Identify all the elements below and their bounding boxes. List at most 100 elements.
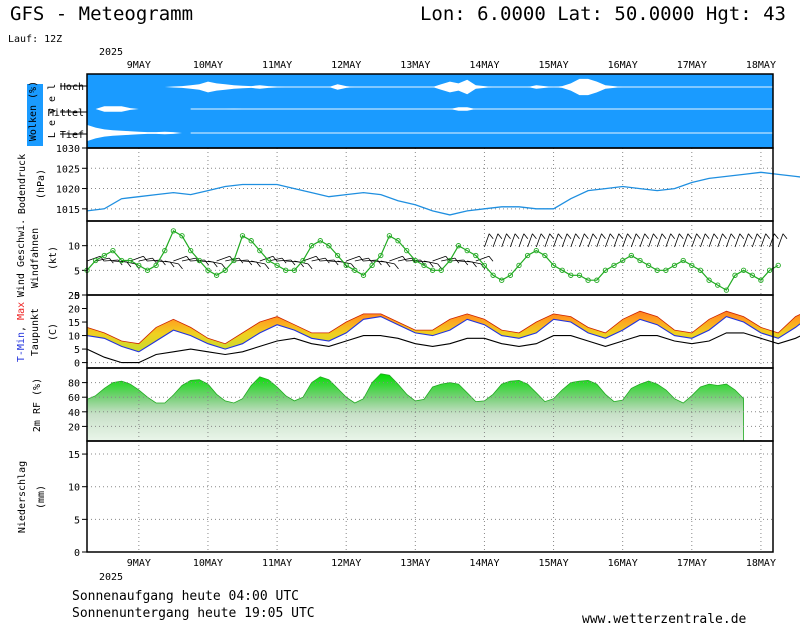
wind-speed-point bbox=[550, 262, 557, 269]
wind-barb bbox=[760, 233, 767, 248]
wind-barb-flag bbox=[566, 233, 572, 240]
day-label-bottom: 11MAY bbox=[262, 558, 292, 569]
wind-barb-flag bbox=[696, 233, 701, 240]
wind-barb-flag bbox=[212, 261, 218, 268]
wind-barb bbox=[682, 233, 689, 248]
wind-barb-flag bbox=[592, 233, 598, 240]
wind-barb-flag bbox=[678, 233, 684, 240]
wind-barb-flag bbox=[264, 263, 270, 270]
wind-barb bbox=[596, 233, 602, 248]
wind-speed-point bbox=[378, 252, 384, 259]
wind-barb-flag bbox=[739, 233, 745, 240]
wind-barb-flag bbox=[186, 255, 191, 262]
wind-barb bbox=[363, 259, 378, 262]
year-bottom: 2025 bbox=[99, 572, 123, 583]
wind-speed-point bbox=[300, 257, 306, 264]
wind-speed-point bbox=[118, 257, 125, 264]
rh-ytick: 20 bbox=[68, 422, 80, 433]
wind-ytick: 5 bbox=[74, 266, 80, 277]
wind-speed-point bbox=[490, 272, 496, 278]
wind-speed-point bbox=[559, 267, 565, 273]
wind-barb bbox=[104, 259, 119, 262]
wind-barb-flag bbox=[765, 233, 771, 240]
wind-barb bbox=[717, 233, 723, 248]
wind-barb-flag bbox=[394, 263, 399, 270]
cloud-level-hoch: Hoch bbox=[60, 82, 84, 93]
wind-barb bbox=[648, 233, 654, 248]
wind-barb bbox=[484, 233, 490, 248]
wind-speed-point bbox=[144, 267, 151, 273]
wind-speed-point bbox=[464, 247, 470, 254]
wind-barb-flag bbox=[644, 233, 650, 240]
wind-barb-flag bbox=[687, 233, 693, 240]
wind-barb-flag bbox=[402, 255, 407, 262]
rh-ytick: 40 bbox=[68, 408, 80, 419]
temp-range-fill bbox=[87, 311, 800, 352]
wind-speed-point bbox=[671, 262, 678, 269]
wind-speed-point bbox=[205, 267, 211, 273]
wind-barb-flag bbox=[532, 233, 537, 240]
wind-speed-point bbox=[291, 267, 298, 273]
wind-barb-flag bbox=[307, 263, 313, 270]
wind-barb-flag bbox=[627, 233, 632, 240]
wind-speed-point bbox=[352, 267, 358, 273]
wind-barb-flag bbox=[480, 263, 486, 270]
wind-barb bbox=[708, 233, 715, 248]
wind-barb bbox=[777, 233, 784, 248]
temp-ytick: 0 bbox=[74, 359, 80, 370]
wind-barb bbox=[164, 260, 179, 265]
wind-speed-point bbox=[740, 267, 747, 273]
dewpoint-line bbox=[86, 332, 800, 364]
wind-barb-flag bbox=[523, 233, 529, 240]
prec-frame bbox=[86, 440, 774, 553]
wind-barb-flag bbox=[583, 233, 589, 240]
wind-speed-point bbox=[447, 257, 453, 264]
wind-speed-point bbox=[715, 282, 721, 288]
wind-speed-point bbox=[620, 257, 626, 264]
panels: HochMittelTief10151020102510300510051015… bbox=[16, 73, 800, 559]
cloud-band-mittel bbox=[87, 106, 779, 112]
wind-barb-flag bbox=[730, 233, 736, 240]
pressure-ylabel2: (hPa) bbox=[36, 169, 47, 199]
temp-ylabel3: (C) bbox=[48, 323, 59, 341]
wind-barb-flag bbox=[134, 263, 140, 270]
wind-barb-flag bbox=[661, 233, 667, 240]
wind-speed-point bbox=[343, 262, 349, 269]
wind-speed-point bbox=[239, 233, 246, 239]
wind-ylabel3: (kt) bbox=[48, 246, 59, 270]
wind-barb-flag bbox=[420, 259, 425, 266]
wind-speed-point bbox=[317, 238, 323, 244]
wind-speed-point bbox=[680, 257, 686, 264]
wind-speed-point bbox=[438, 267, 444, 273]
cloud-label-block bbox=[27, 84, 43, 146]
wind-speed-point bbox=[153, 262, 159, 269]
wind-barb-flag bbox=[290, 259, 296, 266]
wind-barb bbox=[553, 233, 559, 248]
wind-barb bbox=[380, 260, 395, 265]
wind-barb-flag bbox=[161, 259, 166, 266]
wind-barb-flag bbox=[773, 233, 779, 240]
wind-barb bbox=[587, 233, 594, 248]
wind-barb-flag bbox=[472, 261, 477, 268]
prec-ytick: 5 bbox=[74, 515, 80, 526]
temp-ytick: 20 bbox=[68, 305, 80, 316]
wind-barb-flag bbox=[315, 255, 321, 262]
wind-speed-point bbox=[473, 252, 479, 259]
wind-speed-point bbox=[162, 247, 168, 254]
wind-ylabel2: Windfahnen bbox=[30, 228, 41, 288]
wind-ytick: 0 bbox=[74, 291, 80, 302]
wind-speed-point bbox=[637, 257, 643, 264]
day-label-top: 11MAY bbox=[262, 60, 292, 71]
day-label-top: 10MAY bbox=[193, 60, 223, 71]
wind-speed-point bbox=[507, 272, 514, 278]
wind-speed-point bbox=[766, 267, 773, 273]
rh-ytick: 80 bbox=[68, 379, 80, 390]
location-coords: Lon: 6.0000 Lat: 50.0000 Hgt: 43 bbox=[420, 3, 786, 25]
wind-barb-flag bbox=[575, 233, 580, 240]
rh-ylabel: 2m RF (%) bbox=[32, 378, 43, 432]
wind-barb-flag bbox=[359, 255, 364, 262]
wind-barb-flag bbox=[670, 233, 676, 240]
sunrise-text: Sonnenaufgang heute 04:00 UTC bbox=[72, 589, 299, 604]
wind-barb bbox=[639, 233, 646, 248]
website-credit: www.wetterzentrale.de bbox=[582, 612, 747, 625]
